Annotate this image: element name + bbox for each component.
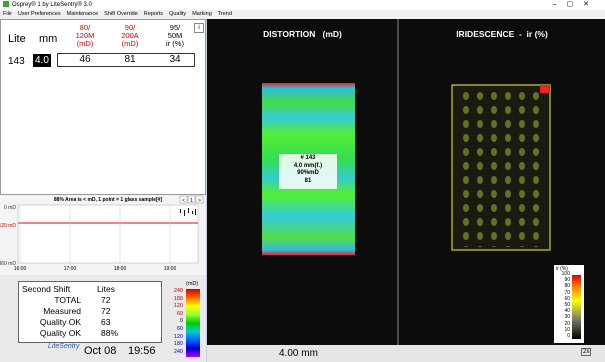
trend-button-label: 1: [190, 198, 193, 204]
point: [192, 211, 193, 214]
point: [188, 208, 189, 213]
scale-label: 10: [552, 327, 570, 333]
iridescence-scale: [572, 275, 581, 339]
scale-label: 60: [163, 311, 183, 317]
scale-label: 240: [163, 349, 183, 355]
scale-label: 80: [552, 283, 570, 289]
app-icon: [3, 1, 9, 7]
menu-item[interactable]: File: [3, 10, 12, 19]
point: [195, 209, 196, 215]
scale-label: 60: [163, 326, 183, 332]
point: [180, 209, 181, 213]
time: 19:56: [128, 345, 156, 357]
distortion-title: DISTORTION (mD): [207, 29, 398, 39]
scale-unit: (mD): [186, 281, 198, 287]
scale-label: 180: [163, 296, 183, 302]
x-label: 19:00: [164, 266, 177, 272]
scale-label: 0: [163, 318, 183, 324]
x-label: 16:00: [14, 266, 27, 272]
shift-column: Lites: [97, 284, 115, 294]
shift-value: 63: [101, 317, 110, 327]
menu-item[interactable]: Maintenance: [67, 10, 99, 19]
lite-thickness: 4.0: [33, 54, 51, 67]
iridescence-pattern: [455, 89, 547, 247]
overlay-line: # 143: [279, 155, 337, 163]
iridescence-hotspot: [540, 85, 550, 93]
scale-label: 30: [552, 314, 570, 320]
scale-label: 240: [163, 288, 183, 294]
row-value: 46: [67, 54, 103, 65]
header-lite: Lite: [8, 33, 26, 45]
zoom-button[interactable]: 2x: [581, 348, 591, 356]
trend-plot: [18, 205, 198, 263]
iridescence-title: IRIDESCENCE - ir (%): [399, 29, 605, 39]
window-title: Osprey® 1 by LiteSentry® 3.0: [12, 2, 92, 8]
row-value: 81: [112, 54, 148, 65]
trend-chart: 88% Area is < mD, 1 point = 1 glass samp…: [0, 195, 206, 275]
image-area: DISTORTION (mD) IRIDESCENCE - ir (%) # 1…: [207, 19, 605, 345]
row-value: 34: [157, 54, 193, 65]
lite-number: 143: [8, 56, 25, 67]
trend-button-label: <: [182, 198, 185, 204]
trend-button-label: >: [198, 198, 201, 204]
shift-label: Quality OK: [19, 317, 81, 327]
x-label: 17:00: [64, 266, 77, 272]
shift-label: TOTAL: [19, 295, 81, 305]
header-mm: mm: [39, 33, 57, 45]
x-label: 18:00: [114, 266, 127, 272]
glass-images: [207, 19, 605, 345]
menu-item[interactable]: Shift Override: [104, 10, 138, 19]
shift-label: Quality OK: [19, 328, 81, 338]
shift-value: 72: [101, 295, 110, 305]
y-label: 120 mD: [0, 223, 16, 229]
status-bar: 4.00 mm 2x: [207, 345, 605, 362]
shift-value: 72: [101, 306, 110, 316]
thickness: 4.00 mm: [279, 348, 318, 359]
scale-label: 100: [552, 271, 570, 277]
y-label: 0 mD: [4, 205, 16, 211]
info-button[interactable]: i: [194, 23, 204, 33]
shift-name: Second Shift: [22, 284, 70, 294]
shift-box: Second Shift Lites TOTAL 72 Measured 72 Qual…: [18, 281, 162, 343]
window-controls[interactable]: –▢✕: [553, 0, 599, 10]
point: [184, 210, 185, 216]
scale-label: 120: [163, 334, 183, 340]
column-header: (mD): [112, 39, 148, 48]
date: Oct 08: [84, 345, 116, 357]
scale-label: 0: [552, 333, 570, 339]
menu-item[interactable]: Reports: [144, 10, 163, 19]
column-header: ir (%): [157, 39, 193, 48]
scale-label: 120: [163, 303, 183, 309]
menu-item[interactable]: Marking: [192, 10, 212, 19]
scale-label: 20: [552, 321, 570, 327]
scale-label: 90: [552, 277, 570, 283]
scale-label: 180: [163, 341, 183, 347]
menu-item[interactable]: Trend: [218, 10, 232, 19]
menu-bar: File User Preferences Maintenance Shift Ove…: [0, 10, 605, 19]
title-bar: Osprey® 1 by LiteSentry® 3.0 –▢✕: [0, 0, 605, 10]
menu-item[interactable]: User Preferences: [18, 10, 61, 19]
scale-label: 40: [552, 308, 570, 314]
scale-label: 60: [552, 296, 570, 302]
overlay-line: 90%mD: [279, 170, 337, 178]
scale-label: 70: [552, 290, 570, 296]
distortion-scale: [186, 289, 200, 357]
shift-value: 88%: [101, 328, 118, 338]
menu-item[interactable]: Quality: [169, 10, 186, 19]
scale-label: 50: [552, 302, 570, 308]
trend-title: 88% Area is < mD, 1 point = 1 glass samp…: [54, 197, 163, 203]
brand-logo: LiteSentry: [48, 343, 80, 350]
overlay-line: 81: [279, 178, 337, 186]
column-header: (mD): [67, 39, 103, 48]
overlay-line: 4.0 mm(f.): [279, 163, 337, 171]
app-window: Osprey® 1 by LiteSentry® 3.0 –▢✕ File Use…: [0, 0, 605, 362]
shift-label: Measured: [19, 306, 81, 316]
